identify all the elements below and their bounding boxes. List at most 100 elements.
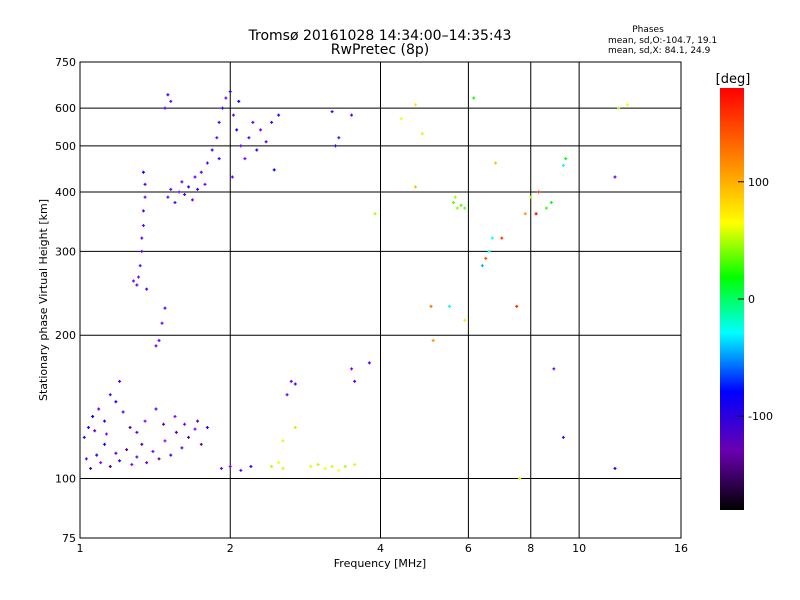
x-tick-label: 2 (227, 542, 234, 555)
data-point (463, 318, 467, 322)
data-point (472, 96, 476, 100)
data-point (239, 468, 243, 472)
x-tick-label: 6 (465, 542, 472, 555)
data-point (114, 400, 118, 404)
y-axis-ticks: 75 100 200 300 400 500 600 750 (55, 56, 76, 545)
data-point (154, 407, 158, 411)
data-point (157, 338, 161, 342)
data-point (330, 110, 334, 114)
data-point (237, 99, 241, 103)
data-point (169, 453, 173, 457)
data-point (118, 379, 122, 383)
data-point (316, 463, 320, 467)
colorbar-tick-label: 0 (748, 293, 755, 306)
data-point (431, 338, 435, 342)
data-point (544, 206, 548, 210)
grid-lines (80, 62, 681, 538)
colorbar-tick-label: 100 (748, 176, 769, 189)
data-point (343, 464, 347, 468)
data-point (199, 442, 203, 446)
data-point (613, 175, 617, 179)
data-point (285, 393, 289, 397)
colorbar-tick-label: -100 (748, 410, 773, 423)
data-point (490, 236, 494, 240)
data-point (247, 136, 251, 140)
data-point (183, 193, 187, 197)
y-tick-label: 100 (55, 473, 76, 486)
data-point (196, 419, 200, 423)
data-point (87, 425, 91, 429)
data-point (228, 90, 232, 94)
data-point (500, 236, 504, 240)
y-tick-label: 400 (55, 186, 76, 199)
data-point (337, 136, 341, 140)
data-point (118, 459, 122, 463)
data-point (154, 344, 158, 348)
data-point (160, 321, 164, 325)
data-point (413, 103, 417, 107)
data-point (534, 212, 538, 216)
data-point (518, 477, 522, 481)
data-point (103, 442, 107, 446)
data-point (277, 461, 281, 465)
data-point (163, 106, 167, 110)
y-tick-label: 750 (55, 56, 76, 69)
data-point (180, 446, 184, 450)
data-point (217, 120, 221, 124)
data-point (166, 195, 170, 199)
data-point (141, 170, 145, 174)
data-point (373, 212, 377, 216)
data-point (99, 461, 103, 465)
data-point (333, 144, 337, 148)
data-point (529, 195, 533, 199)
plot-frame (79, 61, 682, 539)
data-point (413, 185, 417, 189)
data-point (135, 430, 139, 434)
data-point (210, 148, 214, 152)
data-point (453, 195, 457, 199)
y-tick-label: 500 (55, 140, 76, 153)
data-point (625, 103, 629, 107)
data-point (281, 439, 285, 443)
data-point (138, 264, 142, 268)
data-point (293, 382, 297, 386)
x-axis-ticks: 1 2 4 6 8 10 16 (77, 542, 689, 555)
data-point (259, 128, 263, 132)
data-point (451, 201, 455, 205)
x-tick-label: 4 (377, 542, 384, 555)
data-point (130, 463, 134, 467)
data-point (494, 161, 498, 165)
data-point (108, 393, 112, 397)
data-point (190, 198, 194, 202)
data-point (103, 419, 107, 423)
data-point (613, 466, 617, 470)
data-point (108, 464, 112, 468)
data-point (221, 106, 225, 110)
colorbar-label: [deg] (716, 72, 751, 87)
data-point (132, 279, 136, 283)
data-point (487, 249, 491, 253)
data-point (235, 128, 239, 132)
data-point (272, 168, 276, 172)
data-point (193, 427, 197, 431)
data-point (399, 117, 403, 121)
data-point (199, 170, 203, 174)
data-point (480, 264, 484, 268)
data-point (367, 361, 371, 365)
data-point (448, 304, 452, 308)
y-tick-label: 300 (55, 245, 76, 258)
x-axis-label: Frequency [MHz] (334, 557, 426, 570)
data-point (228, 464, 232, 468)
data-point (230, 175, 234, 179)
data-point (143, 182, 147, 186)
data-point (561, 435, 565, 439)
data-point (270, 464, 274, 468)
y-tick-label: 200 (55, 329, 76, 342)
data-point (151, 449, 155, 453)
data-point (617, 106, 621, 110)
data-point (203, 182, 207, 186)
data-point (162, 422, 166, 426)
data-point (463, 206, 467, 210)
data-points (82, 90, 629, 481)
data-point (205, 161, 209, 165)
